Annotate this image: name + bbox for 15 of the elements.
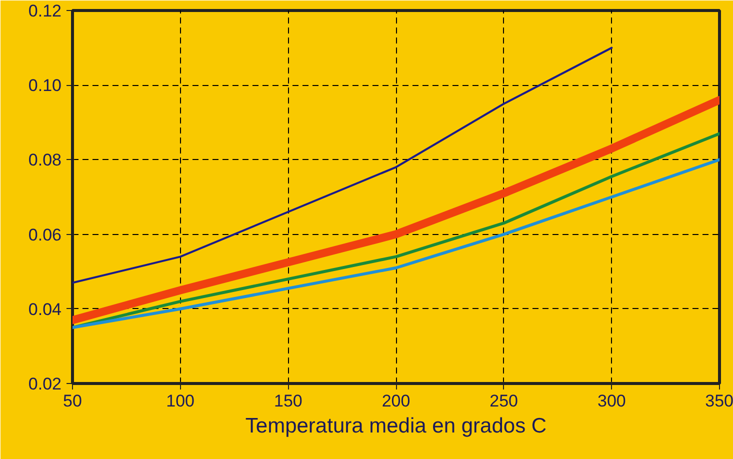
x-tick-label: 150 xyxy=(274,392,302,410)
y-tick-label: 0.10 xyxy=(28,76,62,96)
x-axis-title: Temperatura media en grados C xyxy=(245,414,547,438)
line-series xyxy=(72,46,613,284)
x-tick-label: 100 xyxy=(166,392,195,410)
y-tick-label: 0.08 xyxy=(28,150,62,170)
x-tick-label: 200 xyxy=(382,392,410,410)
x-tick-label: 300 xyxy=(597,392,626,410)
x-tick-label: 250 xyxy=(490,392,518,410)
x-tick-label: 50 xyxy=(63,392,82,410)
y-tick-label: 0.02 xyxy=(28,374,62,394)
y-tick-label: 0.12 xyxy=(28,2,62,20)
y-tick-label: 0.06 xyxy=(28,225,62,244)
y-tick-label: 0.04 xyxy=(28,300,62,319)
x-tick-label: 350 xyxy=(705,392,733,410)
